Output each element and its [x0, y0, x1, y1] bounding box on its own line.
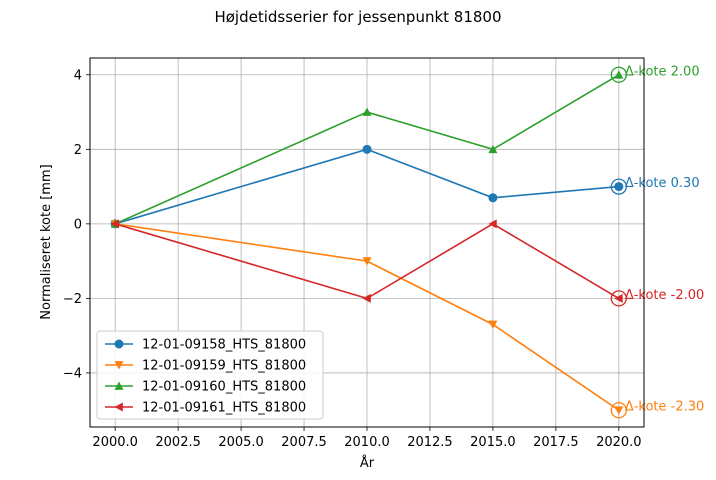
endpoint-highlight-ring	[610, 178, 627, 195]
endpoint-highlight-ring	[610, 402, 627, 419]
x-tick-label: 2005.0	[218, 435, 264, 450]
data-point	[362, 107, 372, 116]
data-point	[614, 293, 623, 303]
legend-entry: 12-01-09160_HTS_81800	[105, 380, 306, 395]
x-axis-label: År	[360, 455, 375, 471]
series-4: Δ-kote -2.00	[110, 219, 704, 307]
chart-title: Højdetidsserier for jessenpunkt 81800	[214, 8, 501, 26]
data-point	[488, 219, 497, 229]
legend-label: 12-01-09160_HTS_81800	[142, 380, 306, 395]
legend-label: 12-01-09159_HTS_81800	[142, 359, 306, 374]
endpoint-highlight-ring	[610, 66, 627, 83]
legend-entry: 12-01-09158_HTS_81800	[105, 338, 306, 353]
data-point	[614, 182, 624, 192]
data-point	[110, 219, 120, 229]
legend-label: 12-01-09158_HTS_81800	[142, 338, 306, 353]
data-point	[362, 293, 371, 303]
data-point	[488, 193, 498, 203]
x-tick-label: 2000.0	[92, 435, 138, 450]
y-tick-label: 2	[74, 143, 82, 158]
delta-annotation: Δ-kote 0.30	[625, 176, 700, 191]
x-tick-label: 2017.5	[533, 435, 579, 450]
legend-entry: 12-01-09161_HTS_81800	[105, 401, 306, 416]
legend-marker	[114, 361, 124, 370]
x-tick-label: 2015.0	[470, 435, 516, 450]
y-tick-label: 0	[74, 217, 82, 232]
x-tick-label: 2002.5	[155, 435, 201, 450]
delta-annotation: Δ-kote 2.00	[625, 64, 700, 79]
x-tick-label: 2007.5	[281, 435, 327, 450]
y-tick-label: 4	[74, 68, 82, 83]
x-tick-label: 2012.5	[407, 435, 453, 450]
legend-marker	[114, 339, 124, 349]
x-tick-label: 2010.0	[344, 435, 390, 450]
y-axis-label: Normaliseret kote [mm]	[39, 164, 54, 319]
x-axis: 2000.0 2002.5 2005.0 2007.5 2010.0 2012.5 2015…	[92, 427, 642, 450]
data-point	[362, 257, 372, 266]
legend-marker	[114, 381, 124, 390]
series-line	[114, 148, 619, 225]
endpoint-highlight-ring	[610, 290, 627, 307]
data-point	[488, 144, 498, 154]
legend-entry: 12-01-09159_HTS_81800	[105, 359, 306, 374]
y-tick-label: −4	[63, 366, 82, 381]
x-tick-label: 2020.0	[596, 435, 642, 450]
legend-marker	[114, 402, 123, 412]
delta-annotation: Δ-kote -2.30	[625, 400, 704, 415]
series-line	[114, 74, 620, 225]
data-point	[488, 320, 498, 329]
y-tick-label: −2	[63, 292, 82, 307]
y-axis: −4 −2 0 2 4	[63, 68, 90, 381]
data-point	[362, 144, 372, 154]
legend: 12-01-09158_HTS_81800 12-01-09159_HTS_818…	[96, 330, 324, 420]
data-point	[614, 406, 624, 415]
legend-box	[96, 330, 324, 420]
series-line	[114, 222, 620, 300]
legend-label: 12-01-09161_HTS_81800	[142, 401, 306, 416]
data-point	[614, 70, 624, 79]
series-line	[115, 223, 620, 411]
delta-annotation: Δ-kote -2.00	[625, 288, 704, 303]
